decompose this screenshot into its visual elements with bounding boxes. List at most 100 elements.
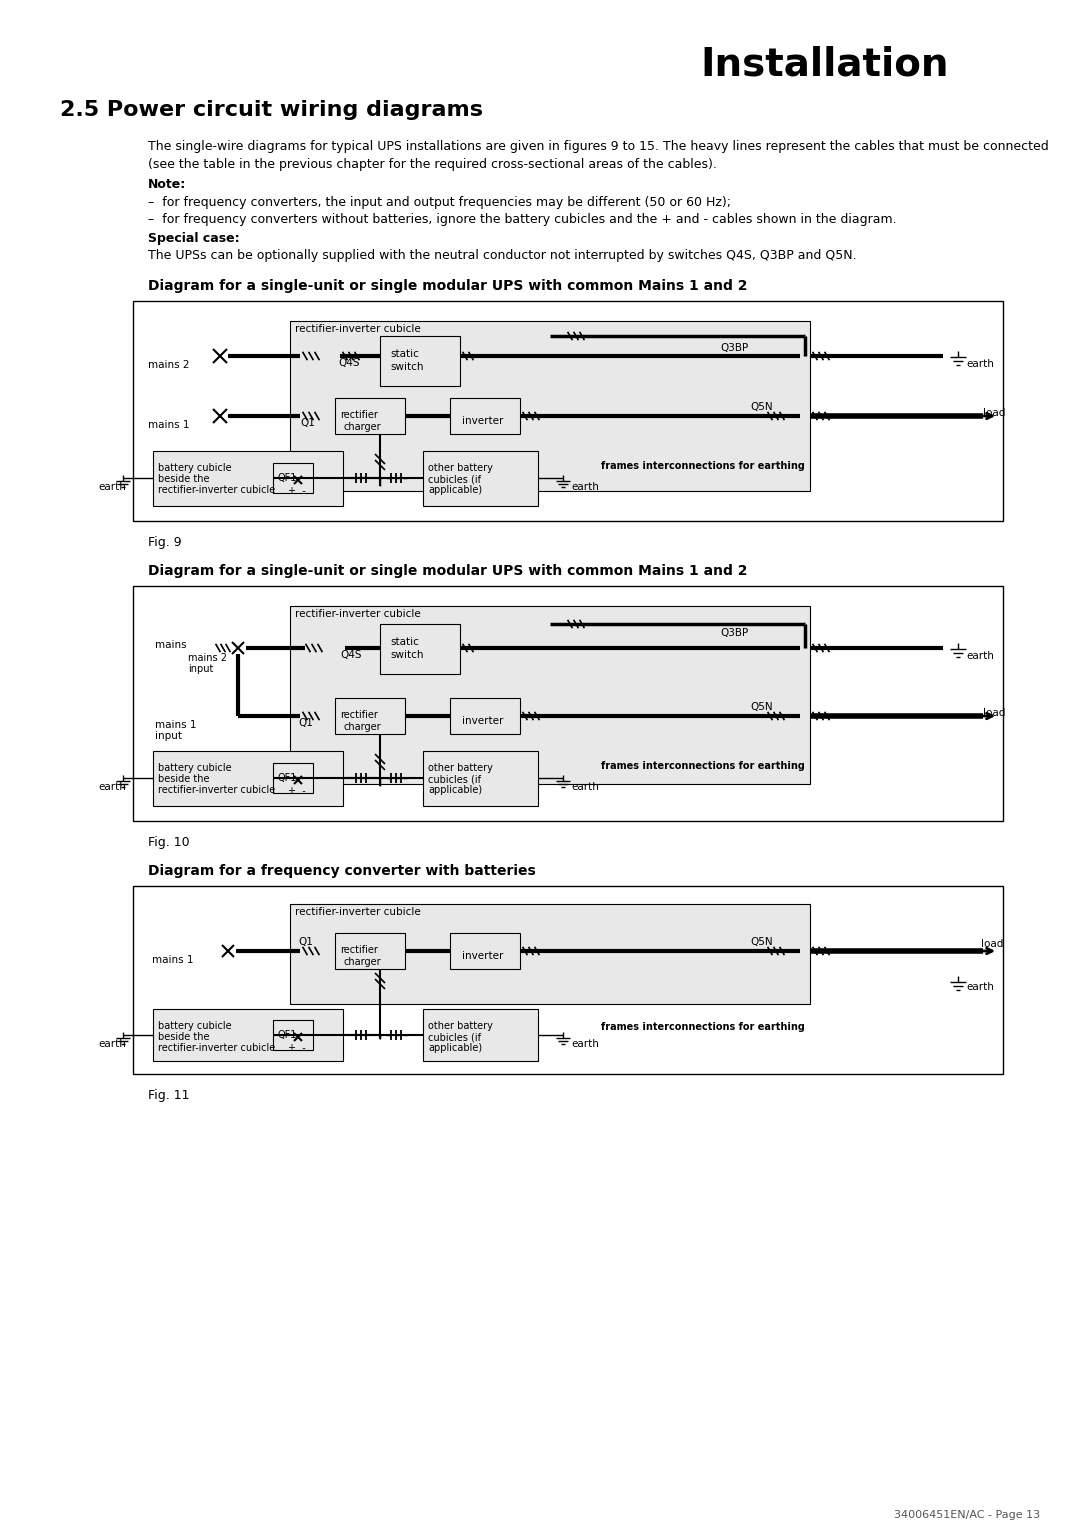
Bar [273, 463, 313, 494]
Bar [380, 336, 460, 387]
Bar [153, 1008, 343, 1060]
Bar [380, 623, 460, 674]
Text: earth: earth [966, 359, 994, 368]
Text: Installation: Installation [700, 44, 948, 83]
Text: battery cubicle: battery cubicle [158, 762, 231, 773]
Text: Fig. 11: Fig. 11 [148, 1089, 189, 1102]
Bar [450, 698, 519, 733]
Bar [450, 934, 519, 969]
Text: rectifier-inverter cubicle: rectifier-inverter cubicle [295, 324, 421, 335]
Text: QF1: QF1 [276, 474, 296, 483]
Text: earth: earth [98, 1039, 126, 1050]
Text: applicable): applicable) [428, 1044, 482, 1053]
Text: mains: mains [156, 640, 187, 649]
Text: frames interconnections for earthing: frames interconnections for earthing [602, 1022, 805, 1031]
Text: rectifier-inverter cubicle: rectifier-inverter cubicle [158, 1044, 275, 1053]
Text: earth: earth [966, 983, 994, 992]
Text: switch: switch [390, 362, 423, 371]
Bar [423, 451, 538, 506]
Text: QF1: QF1 [276, 1030, 296, 1041]
Text: inverter: inverter [462, 950, 503, 961]
Text: Q3BP: Q3BP [720, 342, 748, 353]
Text: earth: earth [571, 782, 599, 792]
Text: (see the table in the previous chapter for the required cross-sectional areas of: (see the table in the previous chapter f… [148, 157, 717, 171]
Text: other battery: other battery [428, 1021, 492, 1031]
Text: –  for frequency converters without batteries, ignore the battery cubicles and t: – for frequency converters without batte… [148, 212, 896, 226]
Text: applicable): applicable) [428, 785, 482, 795]
Text: battery cubicle: battery cubicle [158, 1021, 231, 1031]
Bar [133, 301, 1003, 521]
Text: rectifier: rectifier [340, 711, 378, 720]
Bar [291, 607, 810, 784]
Text: Q1: Q1 [298, 937, 313, 947]
Text: beside the: beside the [158, 775, 210, 784]
Text: earth: earth [571, 1039, 599, 1050]
Text: Fig. 10: Fig. 10 [148, 836, 190, 850]
Text: mains 2: mains 2 [188, 652, 227, 663]
Bar [133, 587, 1003, 821]
Bar [153, 750, 343, 805]
Text: Diagram for a single-unit or single modular UPS with common Mains 1 and 2: Diagram for a single-unit or single modu… [148, 564, 747, 578]
Bar [291, 321, 810, 490]
Text: charger: charger [343, 422, 380, 432]
Text: charger: charger [343, 723, 380, 732]
Text: load: load [983, 707, 1005, 718]
Text: cubicles (if: cubicles (if [428, 775, 481, 784]
Text: rectifier-inverter cubicle: rectifier-inverter cubicle [158, 484, 275, 495]
Text: inverter: inverter [462, 717, 503, 726]
Bar [335, 698, 405, 733]
Text: other battery: other battery [428, 762, 492, 773]
Text: +  -: + - [288, 1044, 306, 1053]
Text: Q1: Q1 [300, 419, 315, 428]
Bar [133, 886, 1003, 1074]
Bar [335, 934, 405, 969]
Text: The UPSs can be optionally supplied with the neutral conductor not interrupted b: The UPSs can be optionally supplied with… [148, 249, 856, 261]
Bar [450, 397, 519, 434]
Text: earth: earth [98, 782, 126, 792]
Text: mains 1: mains 1 [152, 955, 193, 966]
Text: Diagram for a single-unit or single modular UPS with common Mains 1 and 2: Diagram for a single-unit or single modu… [148, 280, 747, 293]
Text: input: input [188, 665, 214, 674]
Text: The single-wire diagrams for typical UPS installations are given in figures 9 to: The single-wire diagrams for typical UPS… [148, 141, 1049, 153]
Bar [291, 905, 810, 1004]
Text: QF1: QF1 [276, 773, 296, 782]
Text: earth: earth [571, 481, 599, 492]
Text: Q5N: Q5N [750, 701, 772, 712]
Text: other battery: other battery [428, 463, 492, 474]
Text: charger: charger [343, 957, 380, 967]
Text: Q5N: Q5N [750, 402, 772, 413]
Text: frames interconnections for earthing: frames interconnections for earthing [602, 461, 805, 471]
Text: rectifier: rectifier [340, 410, 378, 420]
Text: earth: earth [966, 651, 994, 662]
Text: beside the: beside the [158, 474, 210, 484]
Bar [423, 1008, 538, 1060]
Text: rectifier-inverter cubicle: rectifier-inverter cubicle [295, 908, 421, 917]
Text: Q4S: Q4S [340, 649, 362, 660]
Text: static: static [390, 637, 419, 646]
Text: input: input [156, 730, 183, 741]
Text: –  for frequency converters, the input and output frequencies may be different (: – for frequency converters, the input an… [148, 196, 731, 209]
Text: 2.5 Power circuit wiring diagrams: 2.5 Power circuit wiring diagrams [60, 99, 483, 121]
Bar [153, 451, 343, 506]
Text: rectifier-inverter cubicle: rectifier-inverter cubicle [158, 785, 275, 795]
Bar [273, 762, 313, 793]
Text: battery cubicle: battery cubicle [158, 463, 231, 474]
Text: earth: earth [98, 481, 126, 492]
Text: beside the: beside the [158, 1031, 210, 1042]
Text: cubicles (if: cubicles (if [428, 1031, 481, 1042]
Bar [335, 397, 405, 434]
Text: rectifier-inverter cubicle: rectifier-inverter cubicle [295, 610, 421, 619]
Text: load: load [981, 940, 1003, 949]
Text: mains 1: mains 1 [148, 420, 189, 429]
Text: load: load [983, 408, 1005, 419]
Text: cubicles (if: cubicles (if [428, 474, 481, 484]
Text: Fig. 9: Fig. 9 [148, 536, 181, 549]
Text: Diagram for a frequency converter with batteries: Diagram for a frequency converter with b… [148, 863, 536, 879]
Text: Q5N: Q5N [750, 937, 772, 947]
Text: switch: switch [390, 649, 423, 660]
Text: mains 2: mains 2 [148, 361, 189, 370]
Text: Note:: Note: [148, 177, 186, 191]
Text: rectifier: rectifier [340, 944, 378, 955]
Text: frames interconnections for earthing: frames interconnections for earthing [602, 761, 805, 772]
Text: +  -: + - [288, 785, 306, 796]
